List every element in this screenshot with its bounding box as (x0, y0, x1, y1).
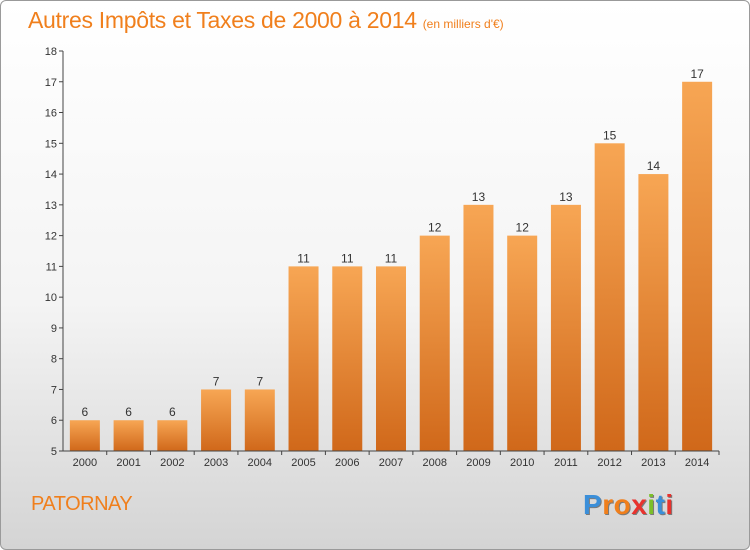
y-tick-label: 17 (45, 77, 57, 89)
value-label-2001: 6 (125, 405, 132, 419)
logo-letter: x (631, 489, 648, 520)
value-label-2009: 13 (472, 190, 486, 204)
x-tick-label-2006: 2006 (335, 457, 359, 469)
value-label-2010: 12 (516, 221, 530, 235)
value-label-2007: 11 (385, 251, 398, 265)
bar-2004 (244, 389, 275, 451)
value-label-2000: 6 (82, 405, 89, 419)
y-tick-label: 15 (45, 138, 57, 150)
x-tick-label-2000: 2000 (73, 457, 97, 469)
bar-2002 (157, 420, 188, 451)
value-label-2013: 14 (647, 159, 661, 173)
x-tick-label-2012: 2012 (597, 457, 621, 469)
commune-name: PATORNAY (31, 493, 133, 515)
value-label-2008: 12 (428, 221, 442, 235)
value-label-2005: 11 (297, 251, 310, 265)
y-tick-label: 16 (45, 108, 57, 120)
x-tick-label-2011: 2011 (554, 457, 578, 469)
y-tick-label: 7 (51, 384, 57, 396)
bar-2011 (550, 204, 581, 451)
value-label-2012: 15 (603, 128, 617, 142)
y-tick-label: 8 (51, 354, 57, 366)
x-tick-label-2009: 2009 (466, 457, 490, 469)
logo-letter: r (602, 489, 614, 520)
bar-2013 (638, 174, 669, 452)
x-tick-label-2003: 2003 (204, 457, 228, 469)
proxiti-logo: Proxiti (583, 489, 674, 521)
chart-header: Autres Impôts et Taxes de 2000 à 2014 (en… (28, 7, 504, 34)
bar-2008 (419, 235, 450, 451)
bar-2006 (332, 266, 363, 451)
bar-2001 (113, 420, 144, 451)
bar-2003 (201, 389, 232, 451)
logo-letter: o (613, 489, 632, 520)
value-label-2004: 7 (256, 374, 263, 388)
bar-2010 (507, 235, 538, 451)
x-axis: 2000 2001 2002 2003 2004 2005 2006 2007 2008 2009… (63, 450, 720, 469)
y-tick-label: 14 (45, 169, 57, 181)
y-tick-label: 10 (45, 292, 57, 304)
x-tick-label-2001: 2001 (116, 457, 140, 469)
y-tick-label: 6 (51, 415, 57, 427)
value-label-2002: 6 (169, 405, 176, 419)
y-tick-label: 11 (46, 261, 57, 273)
logo-letter: i (665, 489, 674, 520)
y-tick-label: 9 (51, 323, 57, 335)
logo-letter: P (583, 489, 603, 520)
bar-2005 (288, 266, 319, 451)
value-label-2006: 11 (341, 251, 354, 265)
bar-2009 (463, 204, 494, 451)
x-tick-label-2010: 2010 (510, 457, 534, 469)
y-tick-label: 12 (45, 231, 57, 243)
x-tick-label-2007: 2007 (379, 457, 403, 469)
x-tick-label-2014: 2014 (685, 457, 709, 469)
x-tick-label-2005: 2005 (291, 457, 315, 469)
y-tick-label: 18 (45, 46, 57, 58)
value-labels-group: 6 6 6 7 7 11 11 11 12 13 12 13 15 14 17 (82, 67, 705, 419)
y-axis: 5 6 7 8 9 10 11 12 13 14 15 16 17 18 (45, 46, 64, 458)
x-tick-label-2008: 2008 (422, 457, 446, 469)
y-tick-label: 13 (45, 200, 57, 212)
chart-subtitle: (en milliers d'€) (422, 17, 504, 31)
bar-2012 (594, 143, 625, 452)
x-tick-label-2002: 2002 (160, 457, 184, 469)
value-label-2014: 17 (690, 67, 704, 81)
logo-letter: t (655, 489, 666, 520)
logo-letter: i (647, 489, 656, 520)
bar-2000 (69, 420, 100, 451)
x-tick-label-2013: 2013 (641, 457, 665, 469)
value-label-2011: 13 (559, 190, 573, 204)
bar-2014 (682, 81, 713, 452)
x-tick-label-2004: 2004 (248, 457, 272, 469)
bars-group (69, 81, 713, 452)
y-tick-label: 5 (51, 446, 57, 458)
bar-2007 (376, 266, 406, 451)
chart-title: Autres Impôts et Taxes de 2000 à 2014 (28, 7, 417, 33)
value-label-2003: 7 (213, 374, 220, 388)
